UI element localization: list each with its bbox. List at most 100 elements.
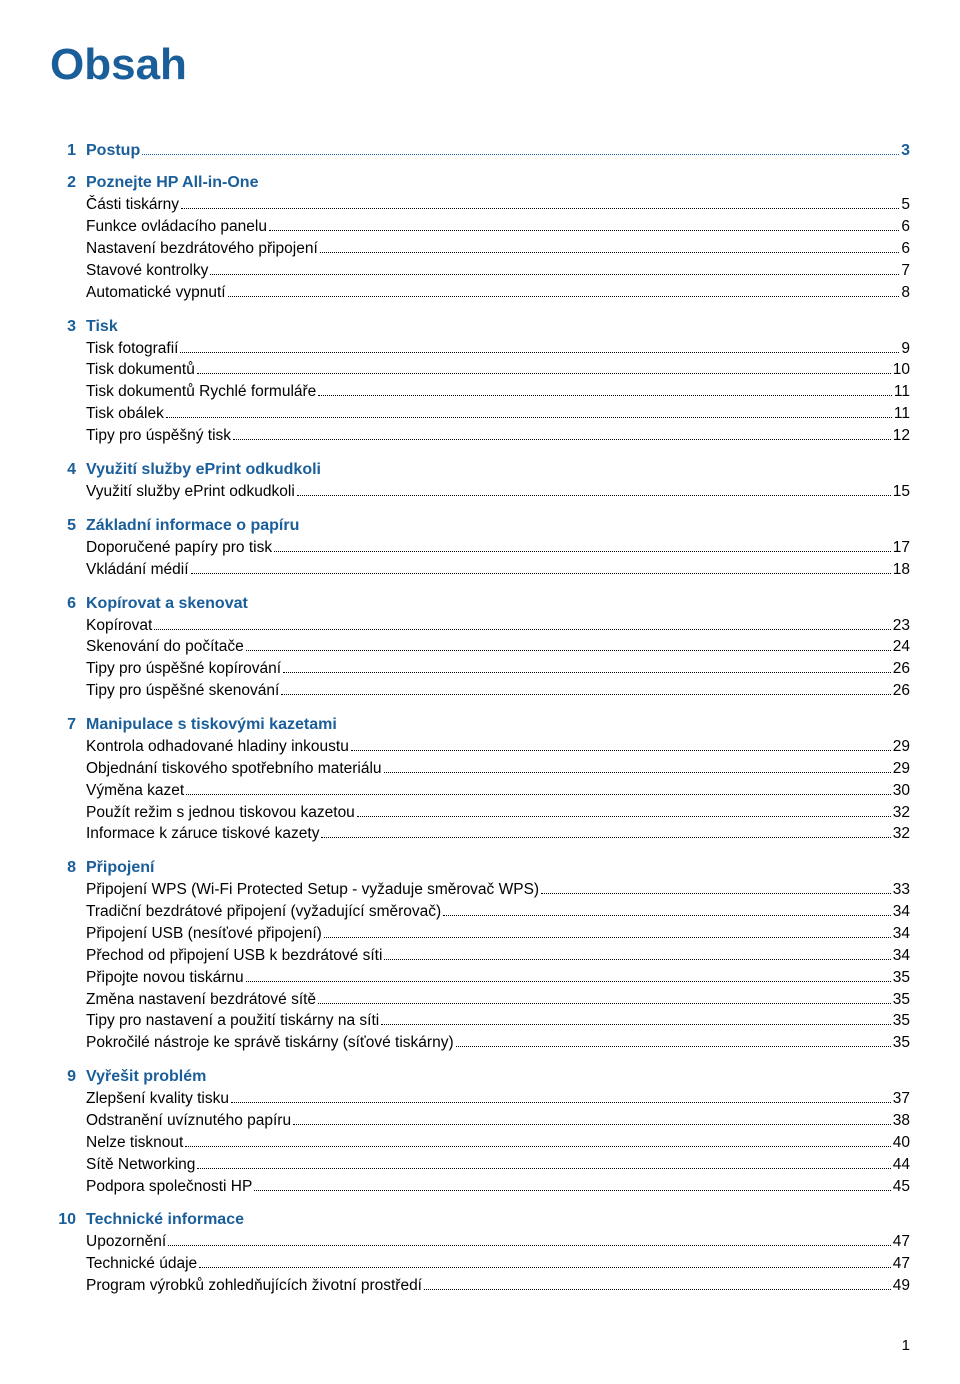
entry-page: 49 <box>893 1276 910 1297</box>
toc-entry[interactable]: Použít režim s jednou tiskovou kazetou32 <box>50 802 910 824</box>
leader-dots <box>246 967 891 982</box>
toc-entry[interactable]: Změna nastavení bezdrátové sítě35 <box>50 989 910 1011</box>
toc-entry[interactable]: Kopírovat23 <box>50 615 910 637</box>
entry-label: Informace k záruce tiskové kazety <box>86 824 319 845</box>
toc-section-heading[interactable]: 4Využití služby ePrint odkudkoli <box>50 461 910 479</box>
entry-page: 15 <box>893 482 910 503</box>
leader-dots <box>274 537 891 552</box>
toc-entry[interactable]: Tisk dokumentů Rychlé formuláře11 <box>50 381 910 403</box>
entry-label: Technické údaje <box>86 1254 197 1275</box>
entry-label: Automatické vypnutí <box>86 283 226 304</box>
toc-entry[interactable]: Tisk fotografií9 <box>50 338 910 360</box>
leader-dots <box>180 338 899 353</box>
entry-label: Změna nastavení bezdrátové sítě <box>86 990 316 1011</box>
toc-entry[interactable]: Připojte novou tiskárnu35 <box>50 967 910 989</box>
toc-entry[interactable]: Stavové kontrolky7 <box>50 260 910 282</box>
toc-entry[interactable]: Vkládání médií18 <box>50 559 910 581</box>
toc-entry[interactable]: Objednání tiskového spotřebního materiál… <box>50 758 910 780</box>
toc-entry[interactable]: Doporučené papíry pro tisk17 <box>50 537 910 559</box>
entry-label: Vkládání médií <box>86 560 189 581</box>
leader-dots <box>281 680 890 695</box>
leader-dots <box>142 140 899 155</box>
leader-dots <box>320 238 900 253</box>
entry-page: 40 <box>893 1133 910 1154</box>
toc-section: 4Využití služby ePrint odkudkoli Využití … <box>50 461 910 503</box>
toc-entry[interactable]: Tipy pro úspěšný tisk12 <box>50 425 910 447</box>
page-title: Obsah <box>50 40 910 90</box>
toc-entry[interactable]: Využití služby ePrint odkudkoli15 <box>50 481 910 503</box>
toc-section-heading[interactable]: 3Tisk <box>50 318 910 336</box>
entry-page: 47 <box>893 1232 910 1253</box>
toc-section: 8Připojení Připojení WPS (Wi-Fi Protected… <box>50 859 910 1054</box>
leader-dots <box>168 1231 891 1246</box>
leader-dots <box>381 1010 891 1025</box>
page-number: 1 <box>50 1337 910 1354</box>
entry-page: 12 <box>893 426 910 447</box>
entry-page: 34 <box>893 902 910 923</box>
toc-section-heading[interactable]: 6Kopírovat a skenovat <box>50 595 910 613</box>
table-of-contents: 1Postup3 2Poznejte HP All-in-One Části tis… <box>50 140 910 1297</box>
entry-label: Nelze tisknout <box>86 1133 183 1154</box>
entry-page: 11 <box>894 404 910 425</box>
toc-section-heading[interactable]: 8Připojení <box>50 859 910 877</box>
toc-entry[interactable]: Připojení USB (nesíťové připojení)34 <box>50 923 910 945</box>
toc-entry[interactable]: Upozornění 47 <box>50 1231 910 1253</box>
toc-section-heading[interactable]: 10Technické informace <box>50 1211 910 1229</box>
entry-label: Doporučené papíry pro tisk <box>86 538 272 559</box>
entry-page: 34 <box>893 946 910 967</box>
toc-entry[interactable]: Zlepšení kvality tisku37 <box>50 1088 910 1110</box>
entry-label: Tisk obálek <box>86 404 164 425</box>
toc-entry[interactable]: Informace k záruce tiskové kazety32 <box>50 823 910 845</box>
leader-dots <box>293 1110 891 1125</box>
entry-label: Objednání tiskového spotřebního materiál… <box>86 759 382 780</box>
entry-page: 24 <box>893 637 910 658</box>
section-title: Tisk <box>86 318 118 336</box>
entry-page: 23 <box>893 616 910 637</box>
toc-section-heading[interactable]: 9Vyřešit problém <box>50 1068 910 1086</box>
entry-page: 35 <box>893 968 910 989</box>
toc-section-heading[interactable]: 7Manipulace s tiskovými kazetami <box>50 716 910 734</box>
leader-dots <box>283 658 891 673</box>
entry-label: Upozornění <box>86 1232 166 1253</box>
toc-entry[interactable]: Odstranění uvíznutého papíru38 <box>50 1110 910 1132</box>
toc-entry[interactable]: Tradiční bezdrátové připojení (vyžadujíc… <box>50 901 910 923</box>
toc-entry[interactable]: Nastavení bezdrátového připojení6 <box>50 238 910 260</box>
section-title: Vyřešit problém <box>86 1068 206 1086</box>
entry-page: 32 <box>893 803 910 824</box>
toc-entry[interactable]: Nelze tisknout 40 <box>50 1132 910 1154</box>
toc-entry[interactable]: Tipy pro úspěšné skenování26 <box>50 680 910 702</box>
toc-entry[interactable]: Funkce ovládacího panelu6 <box>50 216 910 238</box>
toc-entry[interactable]: Přechod od připojení USB k bezdrátové sí… <box>50 945 910 967</box>
toc-entry[interactable]: Tisk obálek 11 <box>50 403 910 425</box>
toc-entry[interactable]: Automatické vypnutí 8 <box>50 282 910 304</box>
toc-entry[interactable]: Pokročilé nástroje ke správě tiskárny (s… <box>50 1032 910 1054</box>
toc-section-heading[interactable]: 1Postup3 <box>50 140 910 160</box>
leader-dots <box>197 360 891 375</box>
toc-section-heading[interactable]: 5Základní informace o papíru <box>50 517 910 535</box>
toc-entry[interactable]: Části tiskárny5 <box>50 194 910 216</box>
entry-page: 7 <box>901 261 910 282</box>
entry-page: 34 <box>893 924 910 945</box>
leader-dots <box>154 615 890 630</box>
toc-entry[interactable]: Připojení WPS (Wi-Fi Protected Setup - v… <box>50 879 910 901</box>
toc-entry[interactable]: Tipy pro nastavení a použití tiskárny na… <box>50 1010 910 1032</box>
entry-page: 8 <box>901 283 910 304</box>
entry-page: 11 <box>894 382 910 403</box>
toc-entry[interactable]: Kontrola odhadované hladiny inkoustu29 <box>50 736 910 758</box>
leader-dots <box>231 1088 891 1103</box>
entry-page: 29 <box>893 759 910 780</box>
toc-entry[interactable]: Sítě Networking44 <box>50 1154 910 1176</box>
toc-entry[interactable]: Tisk dokumentů10 <box>50 360 910 382</box>
leader-dots <box>456 1032 891 1047</box>
toc-section-heading[interactable]: 2Poznejte HP All-in-One <box>50 174 910 192</box>
toc-entry[interactable]: Skenování do počítače24 <box>50 636 910 658</box>
toc-entry[interactable]: Program výrobků zohledňujících životní p… <box>50 1275 910 1297</box>
leader-dots <box>199 1253 891 1268</box>
leader-dots <box>321 823 890 838</box>
toc-entry[interactable]: Tipy pro úspěšné kopírování26 <box>50 658 910 680</box>
entry-page: 26 <box>893 681 910 702</box>
toc-entry[interactable]: Výměna kazet30 <box>50 780 910 802</box>
toc-section: 1Postup3 <box>50 140 910 160</box>
toc-entry[interactable]: Podpora společnosti HP45 <box>50 1176 910 1198</box>
toc-entry[interactable]: Technické údaje47 <box>50 1253 910 1275</box>
